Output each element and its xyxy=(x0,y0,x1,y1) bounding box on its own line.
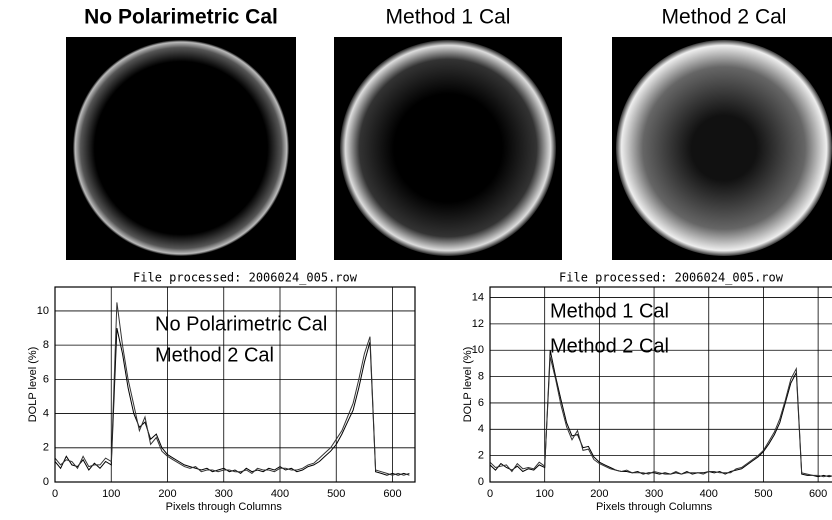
image-disk xyxy=(616,40,832,256)
y-tick-label: 8 xyxy=(478,371,484,383)
x-tick-label: 500 xyxy=(754,488,772,500)
y-axis-label: DOLP level (%) xyxy=(27,347,39,423)
y-tick-label: 4 xyxy=(478,423,484,435)
x-tick-label: 400 xyxy=(271,488,289,500)
x-tick-label: 200 xyxy=(158,488,176,500)
data-line xyxy=(55,302,410,476)
y-tick-label: 0 xyxy=(478,476,484,488)
y-tick-label: 8 xyxy=(43,339,49,351)
x-tick-label: 100 xyxy=(536,488,554,500)
chart-title: File processed: 2006024_005.row xyxy=(559,271,784,285)
chart-title: File processed: 2006024_005.row xyxy=(133,271,358,285)
y-tick-label: 0 xyxy=(43,476,49,488)
y-tick-label: 2 xyxy=(478,450,484,462)
x-tick-label: 600 xyxy=(383,488,401,500)
x-axis-label: Pixels through Columns xyxy=(166,501,283,513)
y-tick-label: 6 xyxy=(478,397,484,409)
plot-area xyxy=(490,287,832,482)
x-tick-label: 300 xyxy=(645,488,663,500)
y-tick-label: 10 xyxy=(472,344,484,356)
plot-frame xyxy=(54,286,416,483)
y-tick-label: 14 xyxy=(472,291,484,303)
legend-label: Method 2 Cal xyxy=(550,335,669,357)
image-disk xyxy=(73,40,289,256)
image-title: No Polarimetric Cal xyxy=(84,6,278,29)
legend-label: Method 1 Cal xyxy=(550,300,669,322)
x-tick-label: 200 xyxy=(590,488,608,500)
y-tick-label: 2 xyxy=(43,442,49,454)
image-title: Method 1 Cal xyxy=(386,6,511,29)
image-disk xyxy=(340,40,556,256)
plot-frame xyxy=(489,286,832,483)
y-axis-label: DOLP level (%) xyxy=(462,347,474,423)
x-tick-label: 0 xyxy=(487,488,493,500)
x-axis-label: Pixels through Columns xyxy=(596,501,713,513)
x-tick-label: 600 xyxy=(809,488,827,500)
data-line xyxy=(490,356,832,478)
legend-label: No Polarimetric Cal xyxy=(155,313,327,335)
x-tick-label: 100 xyxy=(102,488,120,500)
image-title: Method 2 Cal xyxy=(662,6,787,29)
plot-area xyxy=(55,287,415,482)
x-tick-label: 300 xyxy=(215,488,233,500)
x-tick-label: 500 xyxy=(327,488,345,500)
legend-label: Method 2 Cal xyxy=(155,344,274,366)
y-tick-label: 12 xyxy=(472,318,484,330)
y-tick-label: 4 xyxy=(43,407,49,419)
x-tick-label: 0 xyxy=(52,488,58,500)
y-tick-label: 10 xyxy=(37,305,49,317)
data-line xyxy=(490,350,832,478)
x-tick-label: 400 xyxy=(700,488,718,500)
y-tick-label: 6 xyxy=(43,373,49,385)
